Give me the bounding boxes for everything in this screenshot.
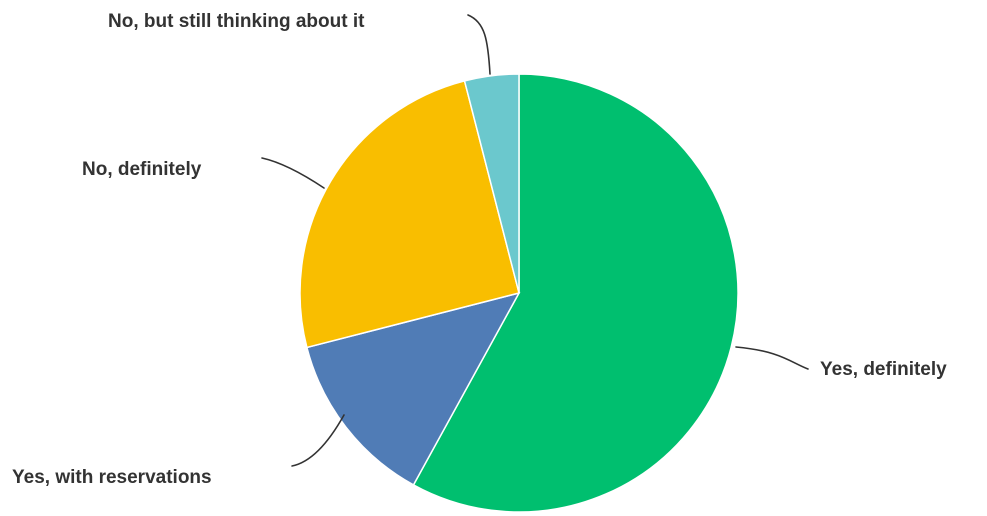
slice-labels: Yes, definitely Yes, with reservations No,… [12,11,947,488]
pie-slice-no-but-still-thinking-about-it [463,73,520,294]
pie-slice-yes-definitely [412,73,739,513]
leader-line-no-but-still-thinking-about-it [467,14,491,75]
leader-line-no-definitely [261,157,325,189]
pie-slices [299,73,739,513]
leader-line-yes-definitely [735,346,809,370]
slice-label-yes-definitely: Yes, definitely [820,359,947,380]
slice-label-yes-with-reservations: Yes, with reservations [12,467,212,488]
pie-slice-yes-with-reservations [305,291,521,486]
slice-label-no-but-still-thinking-about-it: No, but still thinking about it [108,11,365,32]
slice-label-no-definitely: No, definitely [82,159,202,180]
leader-line-yes-with-reservations [291,414,345,467]
leader-lines [261,14,809,467]
pie-slice-no-definitely [299,79,520,349]
